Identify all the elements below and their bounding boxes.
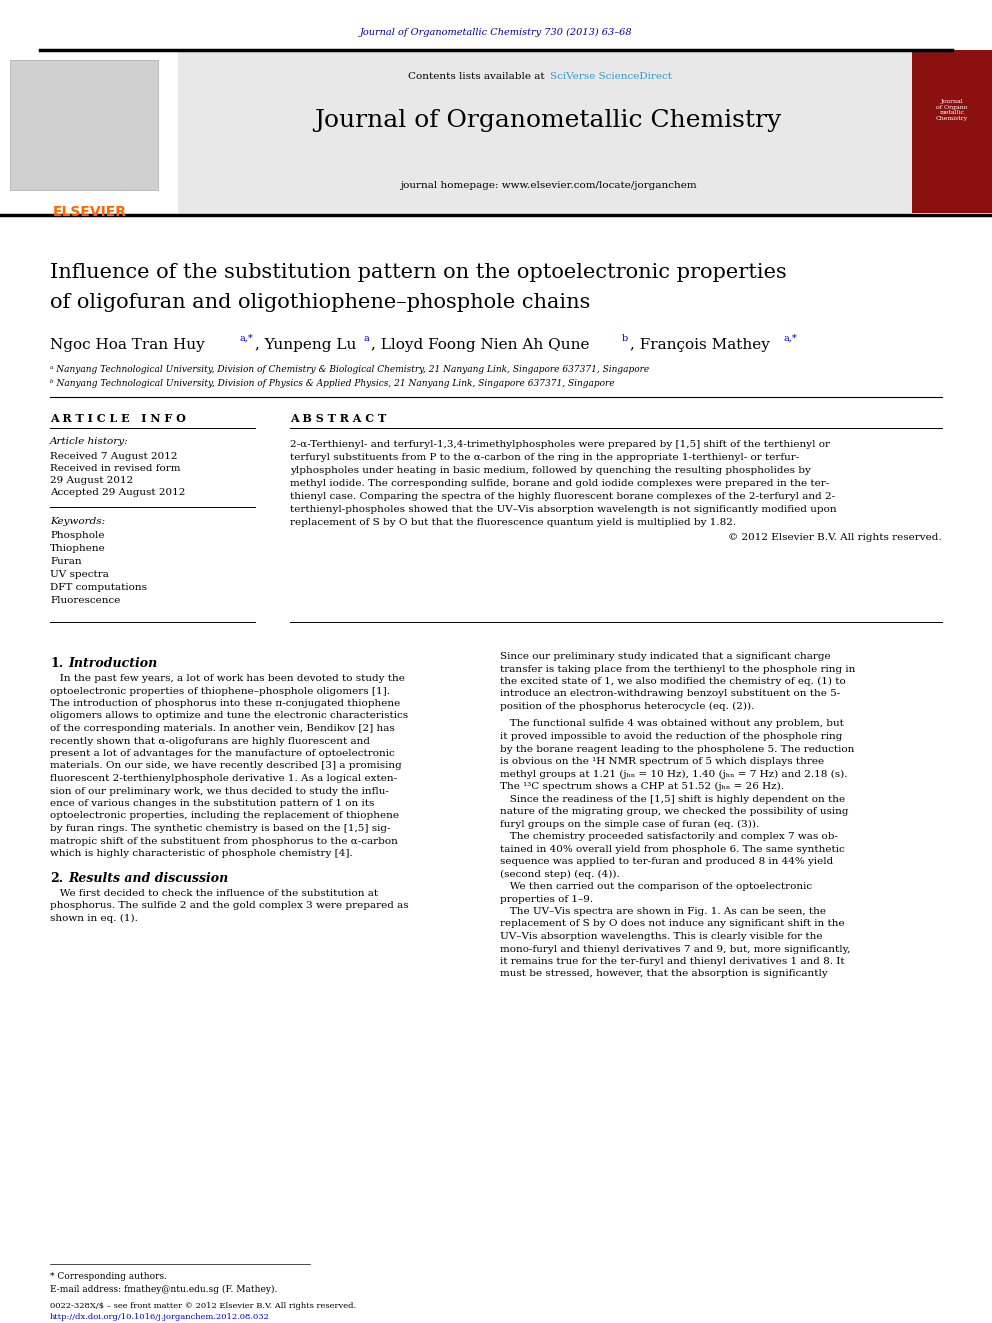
- Text: ylphospholes under heating in basic medium, followed by quenching the resulting : ylphospholes under heating in basic medi…: [290, 466, 810, 475]
- Text: Ngoc Hoa Tran Huy: Ngoc Hoa Tran Huy: [50, 337, 204, 352]
- Text: (second step) (eq. (4)).: (second step) (eq. (4)).: [500, 869, 620, 878]
- Text: sion of our preliminary work, we thus decided to study the influ-: sion of our preliminary work, we thus de…: [50, 786, 389, 795]
- Text: , Yunpeng Lu: , Yunpeng Lu: [255, 337, 356, 352]
- Text: ence of various changes in the substitution pattern of 1 on its: ence of various changes in the substitut…: [50, 799, 374, 808]
- Text: , Lloyd Foong Nien Ah Qune: , Lloyd Foong Nien Ah Qune: [371, 337, 589, 352]
- Text: journal homepage: www.elsevier.com/locate/jorganchem: journal homepage: www.elsevier.com/locat…: [400, 180, 696, 189]
- Text: Keywords:: Keywords:: [50, 517, 105, 527]
- Text: Journal of Organometallic Chemistry 730 (2013) 63–68: Journal of Organometallic Chemistry 730 …: [360, 28, 632, 37]
- Text: it remains true for the ter-furyl and thienyl derivatives 1 and 8. It: it remains true for the ter-furyl and th…: [500, 957, 844, 966]
- Text: properties of 1–9.: properties of 1–9.: [500, 894, 593, 904]
- Text: present a lot of advantages for the manufacture of optoelectronic: present a lot of advantages for the manu…: [50, 749, 395, 758]
- Text: Contents lists available at: Contents lists available at: [408, 71, 548, 81]
- Text: recently shown that α-oligofurans are highly fluorescent and: recently shown that α-oligofurans are hi…: [50, 737, 370, 745]
- Text: Journal of Organometallic Chemistry: Journal of Organometallic Chemistry: [314, 108, 782, 131]
- Text: ELSEVIER: ELSEVIER: [53, 205, 127, 220]
- Text: introduce an electron-withdrawing benzoyl substituent on the 5-: introduce an electron-withdrawing benzoy…: [500, 689, 840, 699]
- Text: In the past few years, a lot of work has been devoted to study the: In the past few years, a lot of work has…: [50, 673, 405, 683]
- Text: A R T I C L E   I N F O: A R T I C L E I N F O: [50, 413, 186, 423]
- Text: materials. On our side, we have recently described [3] a promising: materials. On our side, we have recently…: [50, 762, 402, 770]
- Text: http://dx.doi.org/10.1016/j.jorganchem.2012.08.032: http://dx.doi.org/10.1016/j.jorganchem.2…: [50, 1312, 270, 1320]
- Bar: [10, 60, 158, 191]
- Text: replacement of S by O but that the fluorescence quantum yield is multiplied by 1: replacement of S by O but that the fluor…: [290, 519, 736, 527]
- Text: tained in 40% overall yield from phosphole 6. The same synthetic: tained in 40% overall yield from phospho…: [500, 844, 845, 853]
- Text: replacement of S by O does not induce any significant shift in the: replacement of S by O does not induce an…: [500, 919, 844, 929]
- Text: The introduction of phosphorus into these π-conjugated thiophene: The introduction of phosphorus into thes…: [50, 699, 400, 708]
- Text: fluorescent 2-terthienylphosphole derivative 1. As a logical exten-: fluorescent 2-terthienylphosphole deriva…: [50, 774, 397, 783]
- Text: Since the readiness of the [1,5] shift is highly dependent on the: Since the readiness of the [1,5] shift i…: [500, 795, 845, 803]
- Text: mono-furyl and thienyl derivatives 7 and 9, but, more significantly,: mono-furyl and thienyl derivatives 7 and…: [500, 945, 850, 954]
- Text: a,*: a,*: [783, 333, 797, 343]
- Text: furyl groups on the simple case of furan (eq. (3)).: furyl groups on the simple case of furan…: [500, 819, 759, 828]
- Text: The UV–Vis spectra are shown in Fig. 1. As can be seen, the: The UV–Vis spectra are shown in Fig. 1. …: [500, 908, 826, 916]
- Text: optoelectronic properties of thiophene–phosphole oligomers [1].: optoelectronic properties of thiophene–p…: [50, 687, 390, 696]
- Text: Article history:: Article history:: [50, 437, 129, 446]
- Text: Phosphole: Phosphole: [50, 531, 104, 540]
- Text: by furan rings. The synthetic chemistry is based on the [1,5] sig-: by furan rings. The synthetic chemistry …: [50, 824, 391, 833]
- Text: Received 7 August 2012: Received 7 August 2012: [50, 452, 178, 460]
- Text: methyl iodide. The corresponding sulfide, borane and gold iodide complexes were : methyl iodide. The corresponding sulfide…: [290, 479, 829, 488]
- Text: 29 August 2012: 29 August 2012: [50, 476, 133, 486]
- Text: DFT computations: DFT computations: [50, 583, 147, 591]
- Text: Accepted 29 August 2012: Accepted 29 August 2012: [50, 488, 186, 497]
- Text: matropic shift of the substituent from phosphorus to the α-carbon: matropic shift of the substituent from p…: [50, 836, 398, 845]
- Text: by the borane reagent leading to the phospholene 5. The reduction: by the borane reagent leading to the pho…: [500, 745, 854, 754]
- Text: oligomers allows to optimize and tune the electronic characteristics: oligomers allows to optimize and tune th…: [50, 712, 408, 721]
- Text: We first decided to check the influence of the substitution at: We first decided to check the influence …: [50, 889, 378, 897]
- Text: methyl groups at 1.21 (jₕₙ = 10 Hz), 1.40 (jₕₙ = 7 Hz) and 2.18 (s).: methyl groups at 1.21 (jₕₙ = 10 Hz), 1.4…: [500, 770, 847, 779]
- Text: must be stressed, however, that the absorption is significantly: must be stressed, however, that the abso…: [500, 970, 827, 979]
- Text: ᵇ Nanyang Technological University, Division of Physics & Applied Physics, 21 Na: ᵇ Nanyang Technological University, Divi…: [50, 378, 615, 388]
- Text: ᵃ Nanyang Technological University, Division of Chemistry & Biological Chemistry: ᵃ Nanyang Technological University, Divi…: [50, 365, 649, 374]
- Text: optoelectronic properties, including the replacement of thiophene: optoelectronic properties, including the…: [50, 811, 399, 820]
- Text: Fluorescence: Fluorescence: [50, 595, 120, 605]
- Text: thienyl case. Comparing the spectra of the highly fluorescent borane complexes o: thienyl case. Comparing the spectra of t…: [290, 492, 835, 501]
- Bar: [0, 50, 992, 213]
- Text: The functional sulfide 4 was obtained without any problem, but: The functional sulfide 4 was obtained wi…: [500, 720, 844, 729]
- Text: 2.: 2.: [50, 872, 63, 885]
- Text: phosphorus. The sulfide 2 and the gold complex 3 were prepared as: phosphorus. The sulfide 2 and the gold c…: [50, 901, 409, 910]
- Text: , François Mathey: , François Mathey: [630, 337, 770, 352]
- Text: 0022-328X/$ – see front matter © 2012 Elsevier B.V. All rights reserved.: 0022-328X/$ – see front matter © 2012 El…: [50, 1302, 356, 1310]
- Text: which is highly characteristic of phosphole chemistry [4].: which is highly characteristic of phosph…: [50, 849, 353, 859]
- Text: Since our preliminary study indicated that a significant charge: Since our preliminary study indicated th…: [500, 652, 830, 662]
- Text: © 2012 Elsevier B.V. All rights reserved.: © 2012 Elsevier B.V. All rights reserved…: [728, 533, 942, 542]
- Text: SciVerse ScienceDirect: SciVerse ScienceDirect: [550, 71, 672, 81]
- Text: it proved impossible to avoid the reduction of the phosphole ring: it proved impossible to avoid the reduct…: [500, 732, 842, 741]
- Text: UV–Vis absorption wavelengths. This is clearly visible for the: UV–Vis absorption wavelengths. This is c…: [500, 931, 822, 941]
- Text: of the corresponding materials. In another vein, Bendikov [2] has: of the corresponding materials. In anoth…: [50, 724, 395, 733]
- Text: Furan: Furan: [50, 557, 81, 566]
- Text: Results and discussion: Results and discussion: [68, 872, 228, 885]
- Text: The chemistry proceeded satisfactorily and complex 7 was ob-: The chemistry proceeded satisfactorily a…: [500, 832, 838, 841]
- Text: Journal
of Organo
metallic
Chemistry: Journal of Organo metallic Chemistry: [935, 99, 968, 122]
- Text: position of the phosphorus heterocycle (eq. (2)).: position of the phosphorus heterocycle (…: [500, 703, 754, 712]
- Text: E-mail address: fmathey@ntu.edu.sg (F. Mathey).: E-mail address: fmathey@ntu.edu.sg (F. M…: [50, 1285, 278, 1294]
- Text: The ¹³C spectrum shows a CHP at 51.52 (jₕₙ = 26 Hz).: The ¹³C spectrum shows a CHP at 51.52 (j…: [500, 782, 784, 791]
- Text: Received in revised form: Received in revised form: [50, 464, 181, 474]
- Text: b: b: [622, 333, 628, 343]
- Text: 1.: 1.: [50, 658, 63, 669]
- Text: A B S T R A C T: A B S T R A C T: [290, 413, 386, 423]
- Text: sequence was applied to ter-furan and produced 8 in 44% yield: sequence was applied to ter-furan and pr…: [500, 857, 833, 867]
- Text: shown in eq. (1).: shown in eq. (1).: [50, 913, 138, 922]
- Text: a,*: a,*: [240, 333, 254, 343]
- Bar: [0, 50, 178, 213]
- Bar: [912, 50, 992, 213]
- Text: terfuryl substituents from P to the α-carbon of the ring in the appropriate 1-te: terfuryl substituents from P to the α-ca…: [290, 452, 800, 462]
- Text: the excited state of 1, we also modified the chemistry of eq. (1) to: the excited state of 1, we also modified…: [500, 677, 846, 687]
- Text: nature of the migrating group, we checked the possibility of using: nature of the migrating group, we checke…: [500, 807, 848, 816]
- Text: * Corresponding authors.: * Corresponding authors.: [50, 1271, 167, 1281]
- Text: of oligofuran and oligothiophene–phosphole chains: of oligofuran and oligothiophene–phospho…: [50, 292, 590, 312]
- Text: a: a: [363, 333, 369, 343]
- Text: Thiophene: Thiophene: [50, 544, 106, 553]
- Text: transfer is taking place from the terthienyl to the phosphole ring in: transfer is taking place from the terthi…: [500, 664, 855, 673]
- Text: UV spectra: UV spectra: [50, 570, 109, 579]
- Text: Introduction: Introduction: [68, 658, 158, 669]
- Text: Influence of the substitution pattern on the optoelectronic properties: Influence of the substitution pattern on…: [50, 263, 787, 282]
- Text: terthienyl-phospholes showed that the UV–Vis absorption wavelength is not signif: terthienyl-phospholes showed that the UV…: [290, 505, 836, 515]
- Text: 2-α-Terthienyl- and terfuryl-1,3,4-trimethylphospholes were prepared by [1,5] sh: 2-α-Terthienyl- and terfuryl-1,3,4-trime…: [290, 441, 830, 448]
- Text: We then carried out the comparison of the optoelectronic: We then carried out the comparison of th…: [500, 882, 812, 890]
- Text: is obvious on the ¹H NMR spectrum of 5 which displays three: is obvious on the ¹H NMR spectrum of 5 w…: [500, 757, 824, 766]
